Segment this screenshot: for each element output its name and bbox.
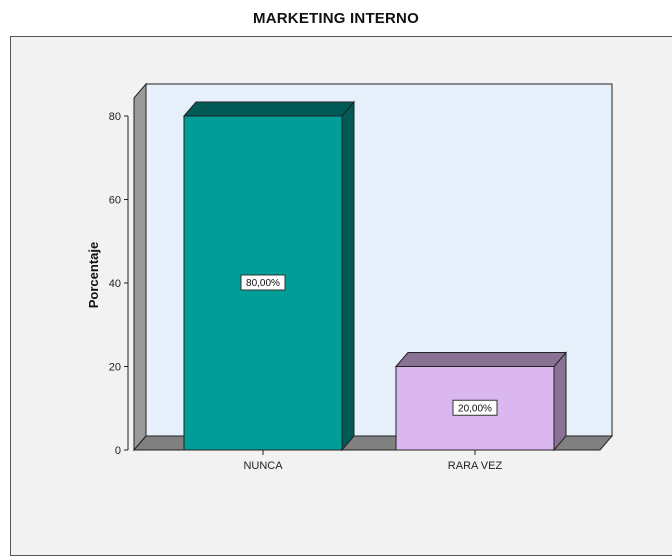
data-label-box [452, 399, 498, 416]
y-tick-label: 60 [109, 195, 121, 207]
y-tick-label: 20 [109, 362, 121, 374]
y-tick-label: 40 [109, 278, 121, 290]
data-label: 80,00% [246, 278, 280, 289]
bar-top [394, 352, 568, 367]
bar-side [553, 351, 567, 452]
bar-top [182, 101, 356, 117]
data-label: 20,00% [458, 403, 492, 414]
x-category-label: NUNCA [243, 460, 283, 472]
x-category-label: RARA VEZ [448, 460, 503, 472]
bar-side [341, 100, 355, 452]
plot-side-wall [133, 82, 147, 452]
y-tick-label: 80 [109, 111, 121, 123]
chart-plot: 0 20 40 60 80 80,00% NUNCA 20,00% RARA VEZ Porc… [86, 82, 614, 472]
data-label-box [240, 274, 286, 291]
y-tick-label: 0 [115, 445, 121, 457]
chart-title: MARKETING INTERNO [253, 10, 419, 27]
y-axis-title: Porcentaje [86, 242, 101, 308]
